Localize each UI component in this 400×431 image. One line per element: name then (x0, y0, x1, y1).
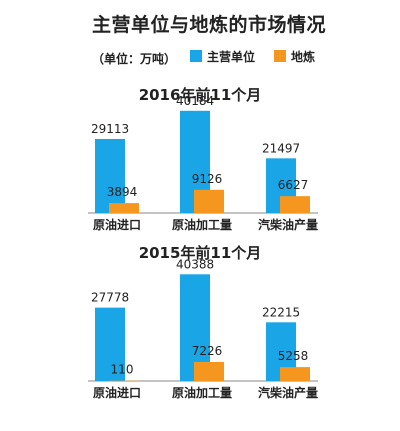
panel-1-bar-main-import (95, 307, 125, 381)
legend-item-main: 主营单位 (190, 48, 255, 64)
panel-0-label-main-fuel: 21497 (262, 141, 300, 155)
panel-1-label-main-refining: 40388 (176, 257, 214, 271)
panel-1-category-refining: 原油加工量 (172, 385, 232, 400)
panel-0-category-refining: 原油加工量 (172, 217, 232, 232)
chart-title: 主营单位与地炼的市场情况 (92, 14, 327, 36)
unit-label: （单位：万吨） (92, 52, 177, 66)
panel-0-subtitle: 2016年前11个月 (139, 86, 262, 104)
panel-0-label-local-refining: 9126 (192, 172, 223, 186)
panel-1-label-local-refining: 7226 (192, 344, 223, 358)
legend-swatch-main (190, 50, 202, 62)
panel-1-category-import: 原油进口 (93, 385, 141, 400)
panel-1-label-main-fuel: 22215 (262, 305, 300, 319)
panel-0-bar-local-refining (194, 189, 224, 213)
panel-0-bar-main-import (95, 138, 125, 213)
panel-1-bar-local-fuel (280, 367, 310, 381)
panel-0-label-main-import: 29113 (91, 122, 129, 136)
panel-1-category-fuel: 汽柴油产量 (258, 385, 318, 400)
legend-label-main: 主营单位 (207, 49, 256, 64)
panel-1-label-main-import: 27778 (91, 291, 129, 305)
panel-0-label-main-refining: 40184 (176, 94, 214, 108)
panel-0-category-import: 原油进口 (93, 217, 141, 232)
legend-swatch-local (274, 50, 286, 62)
legend-label-local: 地炼 (291, 49, 316, 64)
panel-1-label-local-import: 110 (111, 363, 134, 377)
panel-0-category-fuel: 汽柴油产量 (258, 217, 318, 232)
panel-0-label-local-fuel: 6627 (278, 178, 309, 192)
panel-0-label-local-import: 3894 (107, 185, 138, 199)
panel-1-label-local-fuel: 5258 (278, 349, 309, 363)
panel-1-bar-local-refining (194, 361, 224, 381)
legend-item-local: 地炼 (274, 48, 315, 64)
panel-0-bar-local-fuel (280, 196, 310, 213)
panel-1-subtitle: 2015年前11个月 (139, 244, 262, 262)
panel-0-bar-local-import (109, 203, 139, 213)
